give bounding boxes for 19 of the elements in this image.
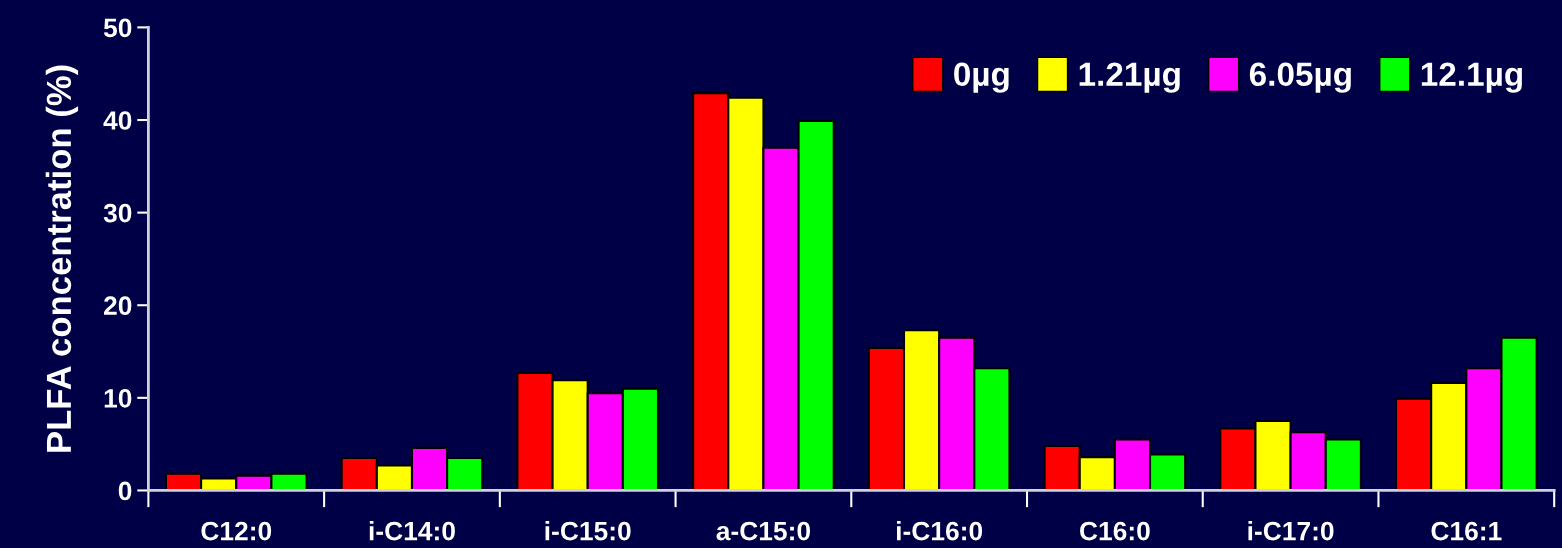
legend-label: 1.21µg <box>1079 62 1180 93</box>
legend-label: 6.05µg <box>1249 62 1351 93</box>
x-tick-label: i-C15:0 <box>545 521 631 541</box>
y-tick-label: 30 <box>103 203 132 223</box>
y-axis-title: PLFA concentration (%) <box>45 65 79 452</box>
y-tick-label: 40 <box>103 111 132 130</box>
legend-label: 12.1µg <box>1421 62 1522 93</box>
x-tick-label: C16:0 <box>1080 521 1150 541</box>
x-tick-label: C16:1 <box>1431 521 1502 541</box>
y-tick-label: 0 <box>118 481 132 501</box>
x-tick-label: i-C16:0 <box>897 521 983 541</box>
x-tick-label: i-C17:0 <box>1248 521 1334 541</box>
x-tick-label: a-C15:0 <box>716 521 811 541</box>
x-tick-label: i-C14:0 <box>369 521 455 541</box>
x-tick-label: C12:0 <box>201 521 272 541</box>
y-tick-label: 10 <box>104 388 132 408</box>
legend-label: 0µg <box>954 62 1009 93</box>
y-tick-label: 20 <box>103 296 132 316</box>
y-tick-label: 50 <box>103 18 132 38</box>
